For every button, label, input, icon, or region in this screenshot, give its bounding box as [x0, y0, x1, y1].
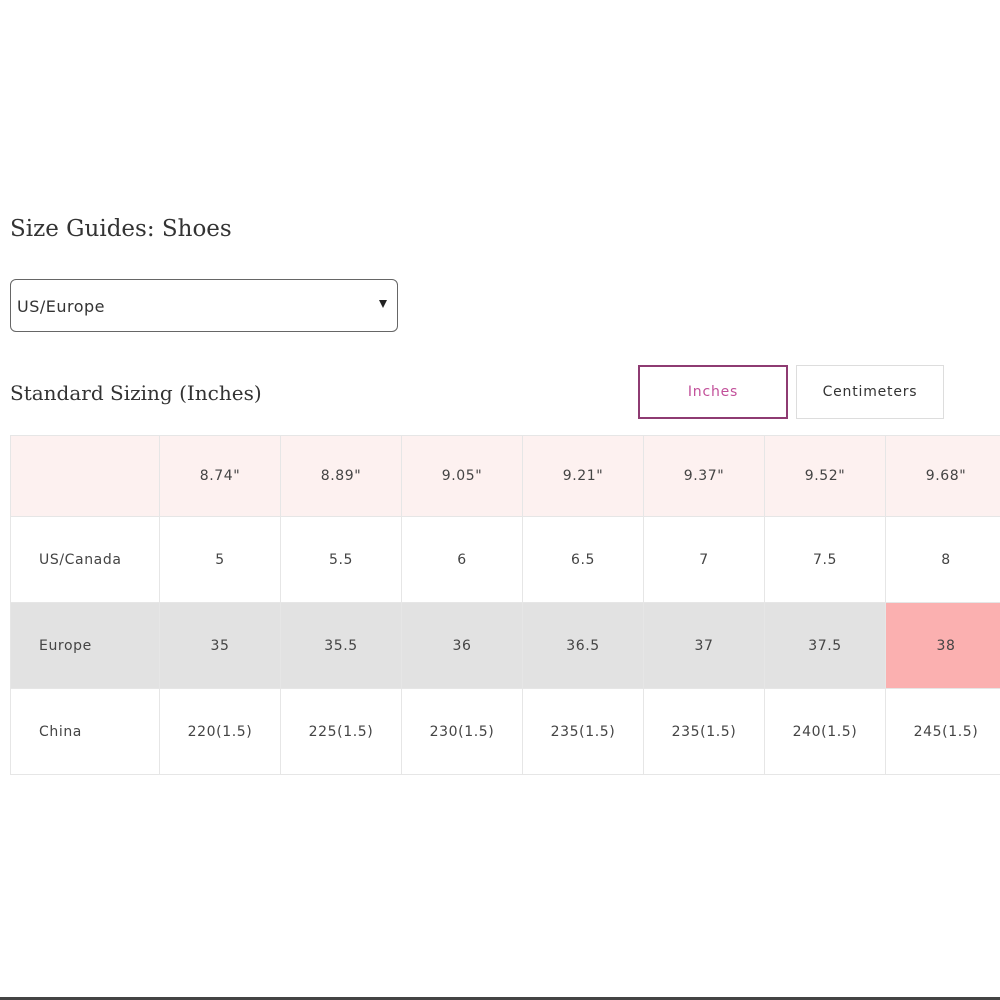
row-label: US/Canada — [10, 516, 160, 603]
table-row: US/Canada 5 5.5 6 6.5 7 7.5 8 — [10, 516, 1000, 603]
table-cell: 220(1.5) — [159, 688, 281, 775]
section-title: Standard Sizing (Inches) — [10, 381, 262, 405]
table-cell: 235(1.5) — [522, 688, 644, 775]
size-table: 8.74" 8.89" 9.05" 9.21" 9.37" 9.52" 9.68" US/Ca… — [10, 435, 1000, 775]
bottom-border — [0, 997, 1000, 1000]
corner-cell — [10, 435, 160, 517]
table-cell: 5.5 — [280, 516, 402, 603]
select-value: US/Europe — [17, 297, 106, 316]
row-label: China — [10, 688, 160, 775]
table-cell: 7.5 — [764, 516, 886, 603]
table-cell: 38 — [885, 602, 1000, 689]
table-cell: 6 — [401, 516, 523, 603]
header-cell: 9.68" — [885, 435, 1000, 517]
table-cell: 235(1.5) — [643, 688, 765, 775]
header-cell: 8.89" — [280, 435, 402, 517]
table-cell: 35.5 — [280, 602, 402, 689]
table-row: China 220(1.5) 225(1.5) 230(1.5) 235(1.5) 235… — [10, 688, 1000, 775]
table-cell: 6.5 — [522, 516, 644, 603]
header-cell: 8.74" — [159, 435, 281, 517]
table-cell: 37.5 — [764, 602, 886, 689]
table-cell: 225(1.5) — [280, 688, 402, 775]
table-cell: 230(1.5) — [401, 688, 523, 775]
header-cell: 9.52" — [764, 435, 886, 517]
header-cell: 9.21" — [522, 435, 644, 517]
select-arrow — [379, 300, 387, 308]
table-cell: 5 — [159, 516, 281, 603]
tab-centimeters[interactable]: Centimeters — [796, 365, 944, 419]
page-title: Size Guides: Shoes — [10, 216, 232, 242]
header-cell: 9.05" — [401, 435, 523, 517]
header-cell: 9.37" — [643, 435, 765, 517]
region-select[interactable]: US/Europe — [10, 279, 398, 332]
size-table-wrap: 8.74" 8.89" 9.05" 9.21" 9.37" 9.52" 9.68" US/Ca… — [10, 435, 1000, 775]
table-cell: 35 — [159, 602, 281, 689]
table-cell: 37 — [643, 602, 765, 689]
row-label: Europe — [10, 602, 160, 689]
table-cell: 240(1.5) — [764, 688, 886, 775]
table-cell: 36.5 — [522, 602, 644, 689]
header-row: 8.74" 8.89" 9.05" 9.21" 9.37" 9.52" 9.68" — [10, 435, 1000, 517]
table-row: Europe 35 35.5 36 36.5 37 37.5 38 — [10, 602, 1000, 689]
table-cell: 8 — [885, 516, 1000, 603]
table-cell: 245(1.5) — [885, 688, 1000, 775]
tab-inches[interactable]: Inches — [638, 365, 788, 419]
table-cell: 36 — [401, 602, 523, 689]
table-cell: 7 — [643, 516, 765, 603]
